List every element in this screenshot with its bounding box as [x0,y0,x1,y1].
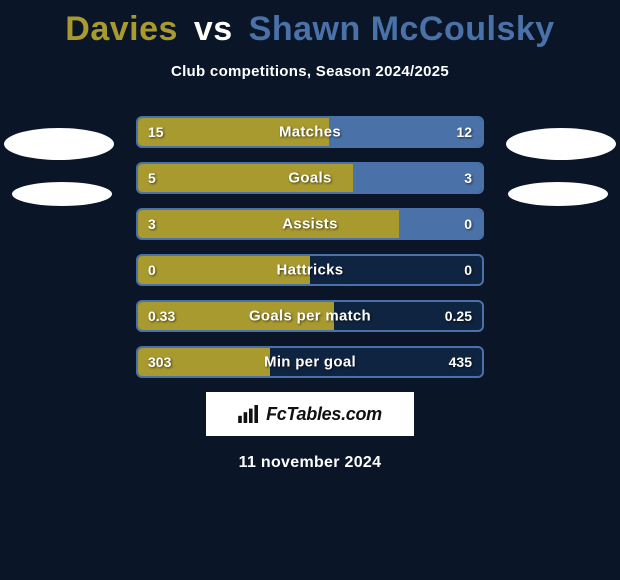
stat-value-right: 3 [464,170,472,186]
stat-label: Min per goal [138,354,482,371]
stat-label: Goals per match [138,308,482,325]
player1-name: Davies [65,10,178,48]
vs-text: vs [194,10,233,48]
stat-row: 3Assists0 [136,208,484,240]
player2-name: Shawn McCoulsky [249,10,555,48]
brand-text: FcTables.com [266,404,382,425]
stat-label: Hattricks [138,262,482,279]
stat-row: 0.33Goals per match0.25 [136,300,484,332]
subtitle: Club competitions, Season 2024/2025 [0,63,620,80]
bars-area: 15Matches125Goals33Assists00Hattricks00.… [0,116,620,378]
brand-logo: FcTables.com [206,392,414,436]
stat-row: 0Hattricks0 [136,254,484,286]
stat-row: 303Min per goal435 [136,346,484,378]
player1-avatar-placeholder [4,128,114,160]
stat-row: 15Matches12 [136,116,484,148]
stat-label: Assists [138,216,482,233]
comparison-title: Davies vs Shawn McCoulsky [0,0,620,49]
fctables-icon [238,405,260,423]
stat-row: 5Goals3 [136,162,484,194]
stat-value-right: 0.25 [445,308,472,324]
date-text: 11 november 2024 [0,454,620,472]
stat-value-right: 12 [456,124,472,140]
stat-value-right: 0 [464,216,472,232]
player2-avatar-placeholder [506,128,616,160]
player2-badge-placeholder [508,182,608,206]
player1-badge-placeholder [12,182,112,206]
stat-label: Goals [138,170,482,187]
stat-label: Matches [138,124,482,141]
stat-value-right: 0 [464,262,472,278]
stat-value-right: 435 [449,354,472,370]
